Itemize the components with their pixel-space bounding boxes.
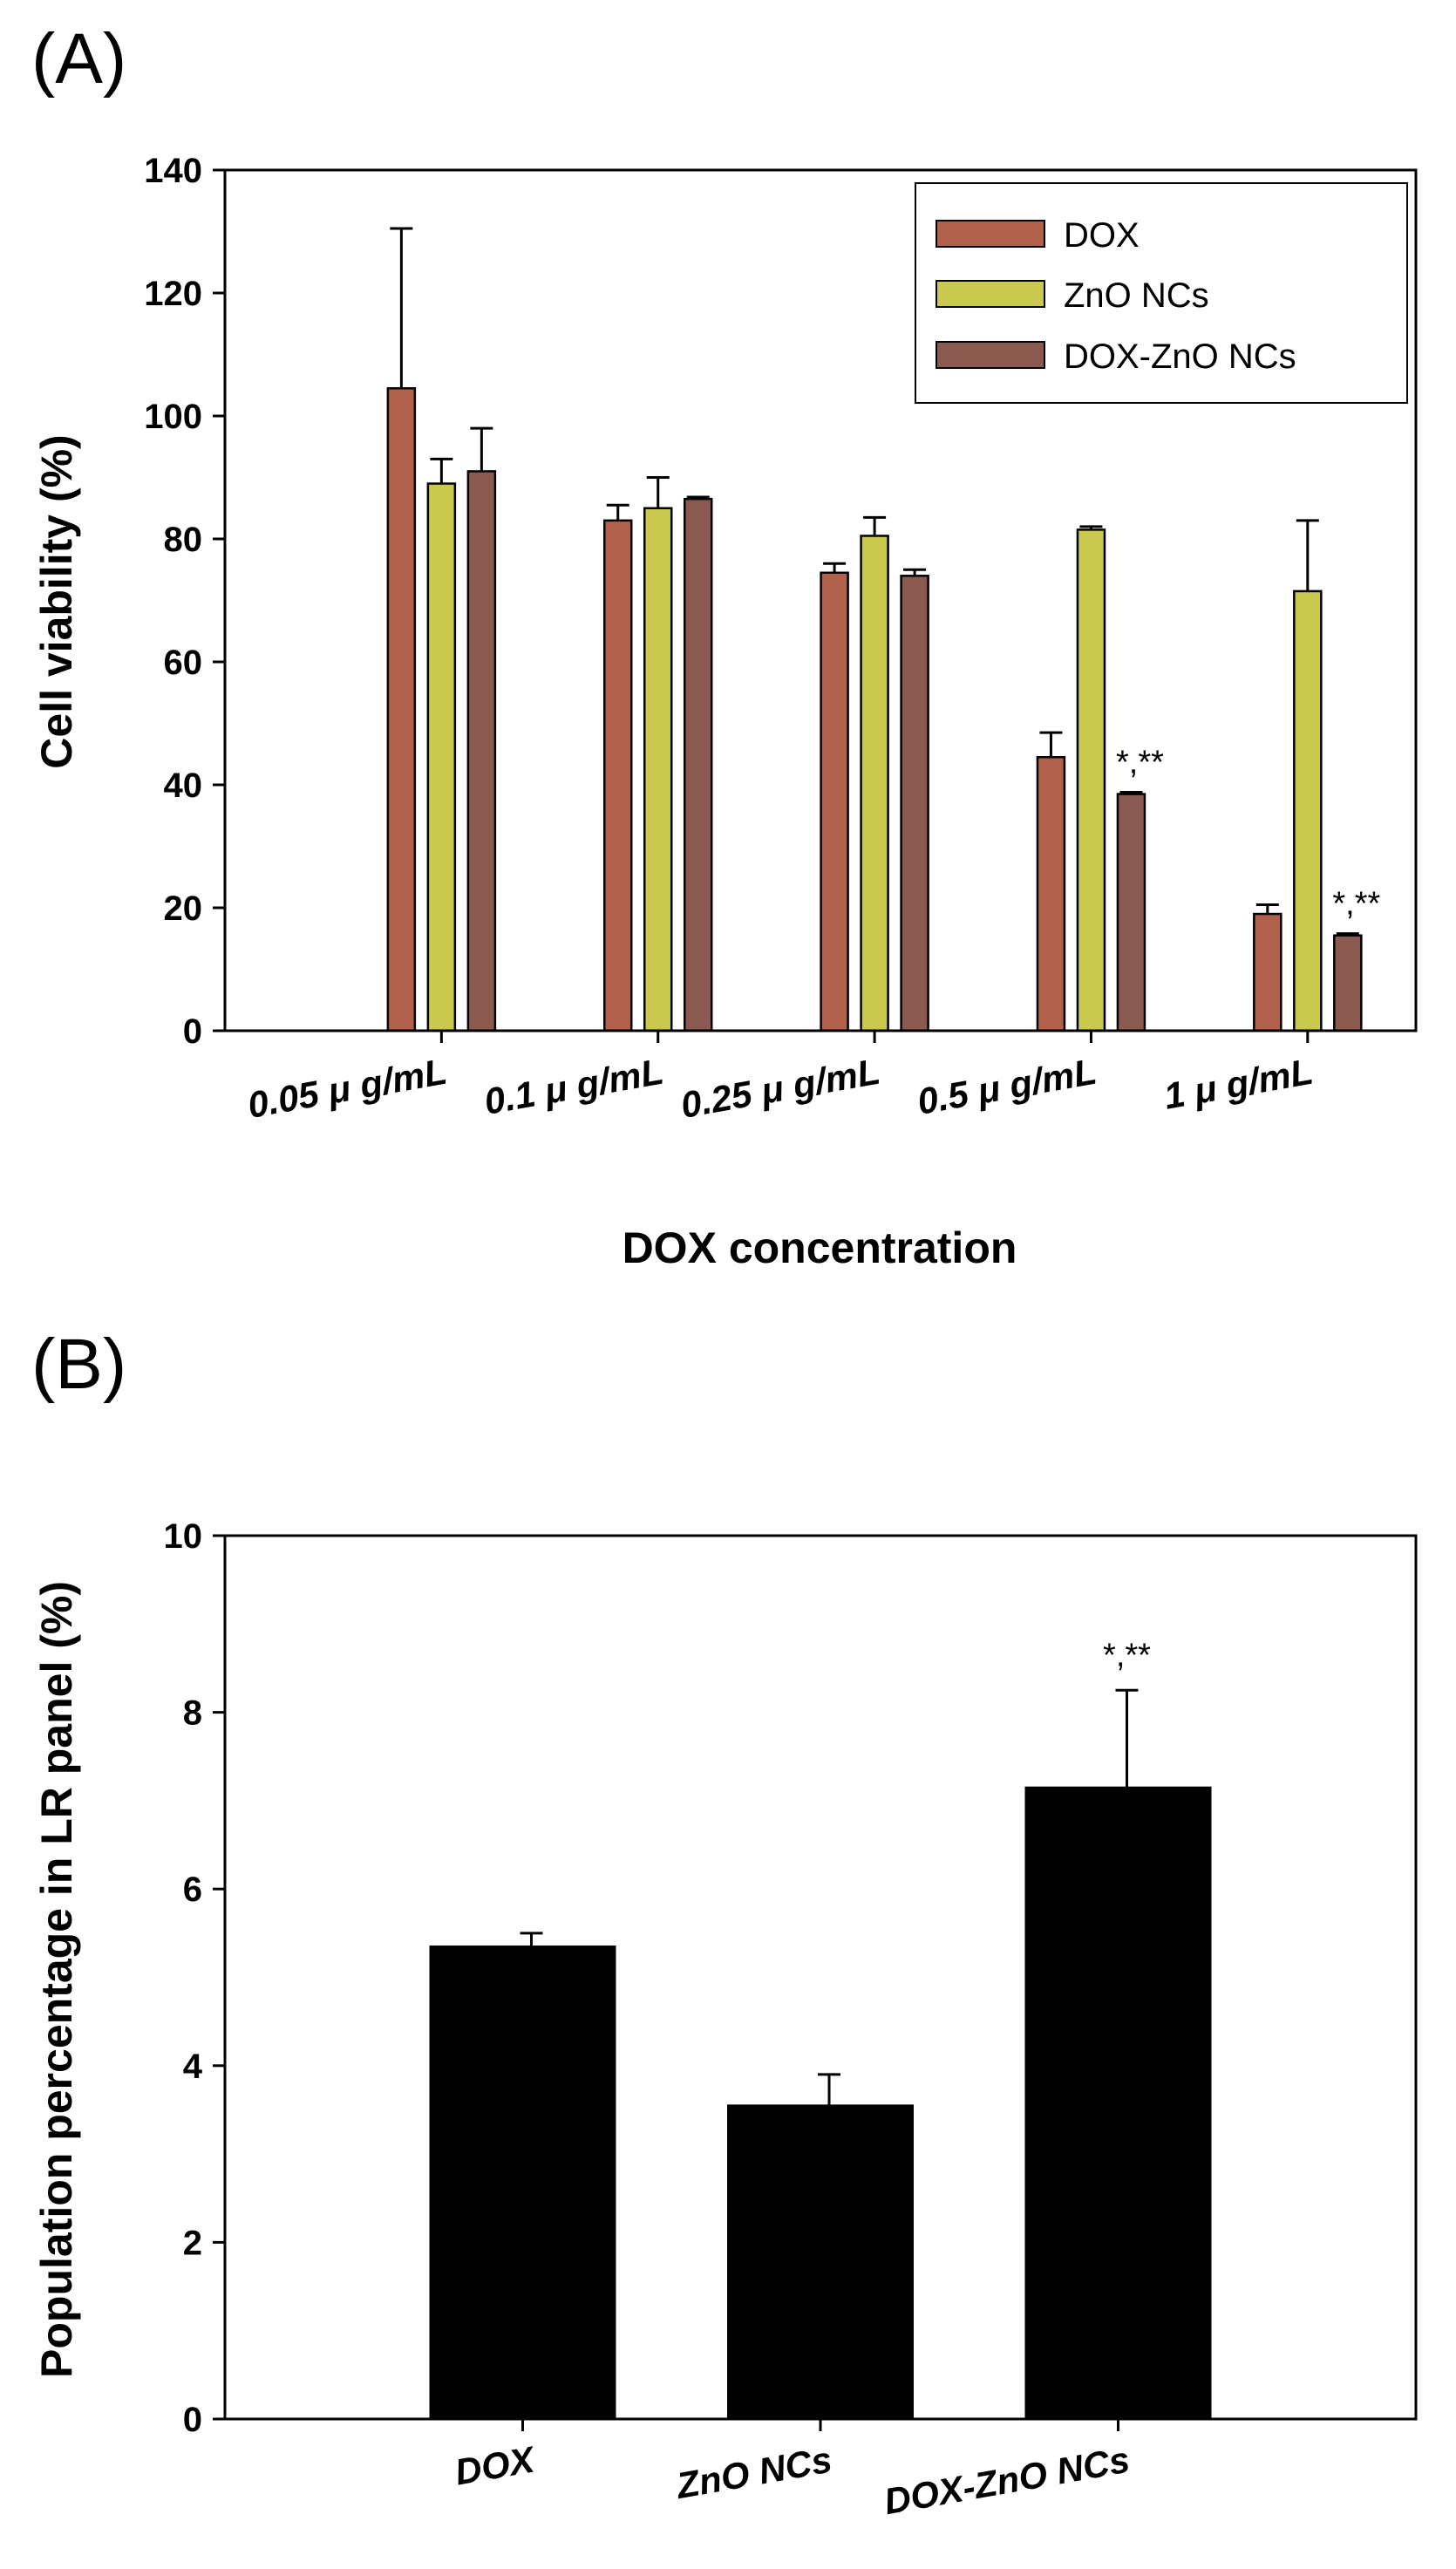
x-tick-label-a-0-05-g-ml: 0.05 μ g/mL xyxy=(245,1051,450,1126)
y-tick-label-b-2: 2 xyxy=(183,2224,202,2262)
bar-a-0-1-g-ml-zno-ncs xyxy=(643,507,673,1032)
y-tick-label-a-20: 20 xyxy=(164,889,203,928)
y-tick-label-b-8: 8 xyxy=(183,1694,202,1733)
bar-a-0-1-g-ml-dox xyxy=(602,519,633,1032)
bar-b-zno-ncs xyxy=(727,2104,914,2420)
bar-a-0-25-g-ml-dox-zno-ncs xyxy=(900,575,929,1032)
y-tick-label-a-120: 120 xyxy=(144,275,202,313)
bar-a-0-25-g-ml-zno-ncs xyxy=(860,535,889,1032)
y-tick-label-a-140: 140 xyxy=(144,152,202,190)
bar-a-0-5-g-ml-dox xyxy=(1036,756,1066,1032)
y-tick-label-a-0: 0 xyxy=(183,1012,202,1051)
bar-a-0-1-g-ml-dox-zno-ncs xyxy=(683,497,713,1032)
legend-label-dox: DOX xyxy=(1064,216,1140,255)
bar-a-0-05-g-ml-dox-zno-ncs xyxy=(466,470,497,1032)
significance-annotation-b-0: *,** xyxy=(1103,1637,1151,1673)
x-tick-label-b-zno-ncs: ZnO NCs xyxy=(672,2439,834,2507)
legend-label-dox-zno: DOX-ZnO NCs xyxy=(1064,337,1296,376)
legend-label-zno: ZnO NCs xyxy=(1064,276,1209,315)
bar-a-0-25-g-ml-dox xyxy=(820,571,849,1032)
panel-b-label: (B) xyxy=(31,1325,126,1404)
panel-a-label: (A) xyxy=(31,19,126,99)
legend-swatch-dox-zno xyxy=(936,341,1045,369)
panel-a-x-ticks: 0.05 μ g/mL 0.1 μ g/mL 0.25 μ g/mL 0.5 μ g/… xyxy=(245,1031,1316,1126)
panel-a-legend: DOX ZnO NCs DOX-ZnO NCs xyxy=(915,182,1408,404)
y-tick-label-a-40: 40 xyxy=(164,767,203,805)
bar-b-dox-zno-ncs xyxy=(1024,1786,1212,2421)
bar-b-dox xyxy=(429,1945,616,2420)
significance-annotation-a-1: *,** xyxy=(1332,886,1380,923)
x-tick-label-b-dox: DOX xyxy=(452,2438,540,2493)
panel-a-x-axis-title: DOX concentration xyxy=(623,1223,1017,1272)
panel-b-chart: (B) *,** 0 2 4 6 8 10 DOX ZnO NCs DOX-ZnO NCs P… xyxy=(31,1325,1418,2522)
x-tick-label-a-0-25-g-ml: 0.25 μ g/mL xyxy=(677,1051,882,1126)
bar-a-1-g-ml-zno-ncs xyxy=(1293,589,1323,1032)
legend-swatch-zno xyxy=(936,280,1045,308)
panel-b-bars: *,** xyxy=(429,1637,1212,2421)
panel-b-x-ticks: DOX ZnO NCs DOX-ZnO NCs xyxy=(452,2419,1133,2522)
bar-a-1-g-ml-dox-zno-ncs xyxy=(1333,934,1363,1032)
y-tick-label-a-80: 80 xyxy=(164,521,203,559)
significance-annotation-a-0: *,** xyxy=(1116,744,1164,780)
panel-a-plot-frame xyxy=(223,168,1418,1032)
y-tick-label-a-100: 100 xyxy=(144,398,202,436)
bar-a-0-05-g-ml-zno-ncs xyxy=(426,482,457,1032)
x-tick-label-a-0-5-g-ml: 0.5 μ g/mL xyxy=(915,1051,1099,1122)
panel-a-chart: (A) *,** *,** 0 20 40 60 80 100 120 140 0.05 μ g… xyxy=(31,19,1418,1272)
x-tick-label-a-0-1-g-ml: 0.1 μ g/mL xyxy=(481,1051,666,1122)
bar-a-1-g-ml-dox xyxy=(1253,912,1283,1032)
legend-swatch-dox xyxy=(936,220,1045,248)
panel-a-y-axis-title: Cell viability (%) xyxy=(32,434,81,768)
y-tick-label-b-6: 6 xyxy=(183,1871,202,1909)
panel-a-y-ticks: 0 20 40 60 80 100 120 140 xyxy=(144,152,225,1051)
panel-b-y-axis-title: Population percentage in LR panel (%) xyxy=(32,1581,81,2378)
y-tick-label-b-10: 10 xyxy=(164,1517,203,1556)
y-tick-label-a-60: 60 xyxy=(164,644,203,682)
bar-a-0-05-g-ml-dox xyxy=(386,387,417,1032)
y-tick-label-b-0: 0 xyxy=(183,2401,202,2439)
bar-a-0-5-g-ml-zno-ncs xyxy=(1076,528,1106,1032)
x-tick-label-a-1-g-ml: 1 μ g/mL xyxy=(1160,1051,1316,1117)
y-tick-label-b-4: 4 xyxy=(183,2048,203,2086)
panel-b-y-ticks: 0 2 4 6 8 10 xyxy=(164,1517,225,2439)
x-tick-label-b-dox-zno-ncs: DOX-ZnO NCs xyxy=(881,2439,1133,2523)
bar-a-0-5-g-ml-dox-zno-ncs xyxy=(1116,793,1146,1032)
